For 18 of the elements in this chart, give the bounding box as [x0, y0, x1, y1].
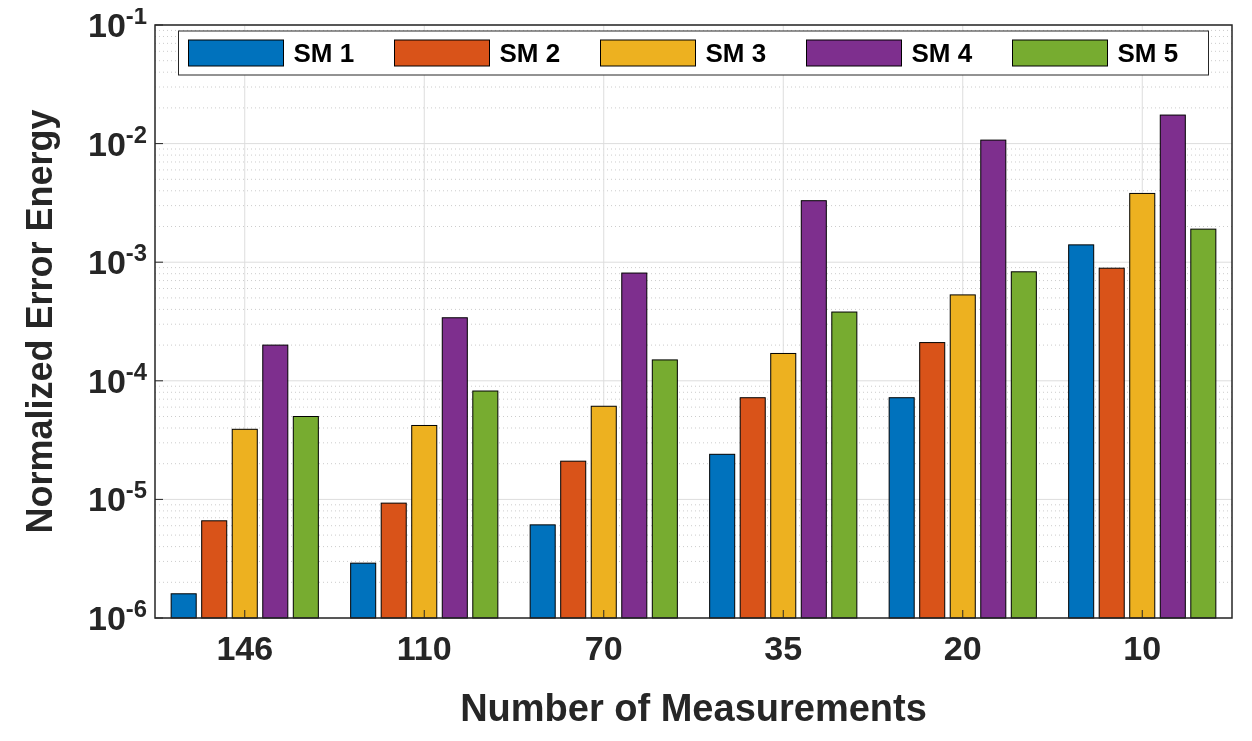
legend-label: SM 5 [1117, 38, 1179, 69]
x-tick-label: 10 [1123, 629, 1162, 667]
x-tick-label: 146 [216, 629, 274, 667]
x-tick-label: 70 [584, 629, 623, 667]
legend-label: SM 1 [293, 38, 355, 69]
y-tick-label: 10$^{-2}$ [88, 120, 147, 163]
x-tick-label: 20 [943, 629, 982, 667]
x-axis-title: Number of Measurements [460, 687, 927, 729]
y-tick-label: 10$^{-3}$ [88, 238, 147, 282]
y-tick-label: 10$^{-4}$ [88, 357, 148, 400]
legend-label: SM 2 [499, 38, 561, 69]
x-tick-label: 110 [396, 629, 452, 667]
x-tick-label: 35 [764, 629, 803, 667]
legend-label: SM 3 [705, 38, 767, 69]
legend-label: SM 4 [911, 38, 973, 69]
y-tick-label: 10$^{-6}$ [88, 594, 147, 637]
y-axis-title: Normalized Error Energy [19, 109, 60, 534]
y-tick-label: 10$^{-5}$ [88, 475, 147, 519]
